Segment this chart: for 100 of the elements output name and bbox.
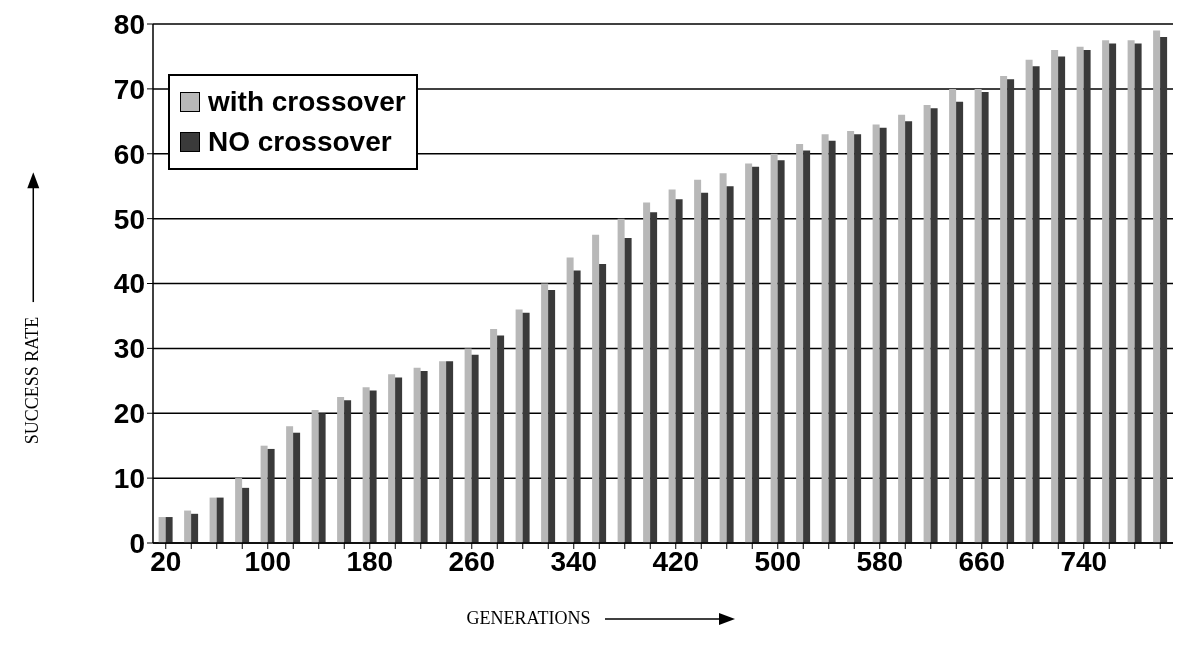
bar xyxy=(599,264,607,543)
bar xyxy=(209,497,217,543)
x-tick-label: 420 xyxy=(652,545,700,577)
bar xyxy=(522,312,530,543)
bar xyxy=(624,238,632,543)
bar xyxy=(260,445,268,543)
bar xyxy=(242,487,250,543)
bar xyxy=(879,127,887,543)
bar xyxy=(165,517,173,543)
bar xyxy=(464,348,472,543)
bar xyxy=(216,497,224,543)
x-tick-label: 740 xyxy=(1060,545,1108,577)
bar xyxy=(1160,36,1168,543)
bar xyxy=(541,283,549,543)
bar xyxy=(1127,40,1135,543)
bar xyxy=(650,212,658,543)
x-tick-label: 500 xyxy=(754,545,802,577)
bar xyxy=(898,114,906,543)
bar xyxy=(318,413,326,543)
bar xyxy=(752,166,760,543)
bar xyxy=(1109,43,1117,543)
x-tick-label: 660 xyxy=(958,545,1006,577)
bar xyxy=(847,131,855,543)
bar xyxy=(872,124,880,543)
bar xyxy=(235,478,243,543)
bar xyxy=(344,400,352,543)
bar xyxy=(158,517,166,543)
x-tick-label: 180 xyxy=(346,545,394,577)
bar xyxy=(803,150,811,543)
bar xyxy=(923,105,931,543)
y-tick-label: 10 xyxy=(113,463,145,495)
bar xyxy=(643,202,651,543)
bar xyxy=(1153,30,1161,543)
bar xyxy=(369,390,377,543)
x-axis-title: GENERATIONS xyxy=(466,608,591,629)
bar xyxy=(974,88,982,543)
bar xyxy=(1051,49,1059,543)
bar xyxy=(311,410,319,543)
bar xyxy=(573,270,581,543)
bar xyxy=(719,173,727,543)
bar xyxy=(905,121,913,543)
bar xyxy=(1007,79,1015,543)
y-tick-label: 20 xyxy=(113,398,145,430)
bar xyxy=(446,361,454,543)
bar xyxy=(184,510,192,543)
bar xyxy=(930,108,938,543)
bar xyxy=(1032,66,1040,543)
x-tick-label: 340 xyxy=(550,545,598,577)
bar xyxy=(566,257,574,543)
y-tick-label: 40 xyxy=(113,268,145,300)
bar xyxy=(1083,49,1091,543)
bar xyxy=(617,218,625,543)
bar xyxy=(745,163,753,543)
bar xyxy=(1102,40,1110,543)
bar xyxy=(1134,43,1142,543)
bar xyxy=(821,134,829,543)
bar xyxy=(420,371,428,543)
bar xyxy=(770,153,778,543)
bar xyxy=(548,289,556,543)
bar xyxy=(286,426,294,543)
bar xyxy=(413,367,421,543)
bar xyxy=(726,186,734,543)
bar xyxy=(854,134,862,543)
x-tick-label: 100 xyxy=(244,545,292,577)
bar xyxy=(592,234,600,543)
y-tick-label: 70 xyxy=(113,73,145,105)
bar xyxy=(694,179,702,543)
bar xyxy=(828,140,836,543)
bar xyxy=(668,189,676,543)
bar xyxy=(191,513,199,543)
bar xyxy=(1058,56,1066,543)
bar xyxy=(388,374,396,543)
bar xyxy=(796,144,804,543)
bar xyxy=(267,448,275,543)
bar xyxy=(515,309,523,543)
bar xyxy=(956,101,964,543)
y-tick-label: 0 xyxy=(129,527,145,559)
y-tick-label: 60 xyxy=(113,138,145,170)
x-tick-label: 260 xyxy=(448,545,496,577)
bar xyxy=(362,387,370,543)
legend-label: NO crossover xyxy=(207,125,393,159)
bar xyxy=(439,361,447,543)
legend-label: with crossover xyxy=(207,85,406,119)
bar xyxy=(293,432,301,543)
y-tick-label: 80 xyxy=(113,8,145,40)
bar xyxy=(337,397,345,543)
bar xyxy=(777,160,785,543)
bar xyxy=(949,88,957,543)
bar xyxy=(1025,59,1033,543)
y-axis-title: SUCCESS RATE xyxy=(22,316,44,444)
bar xyxy=(471,354,479,543)
y-tick-label: 50 xyxy=(113,203,145,235)
bar xyxy=(490,328,498,543)
x-tick-label: 580 xyxy=(856,545,904,577)
x-tick-label: 20 xyxy=(150,545,182,577)
bar xyxy=(1000,75,1008,543)
bar xyxy=(701,192,709,543)
bar xyxy=(981,92,989,543)
bar xyxy=(497,335,505,543)
bar xyxy=(395,377,403,543)
